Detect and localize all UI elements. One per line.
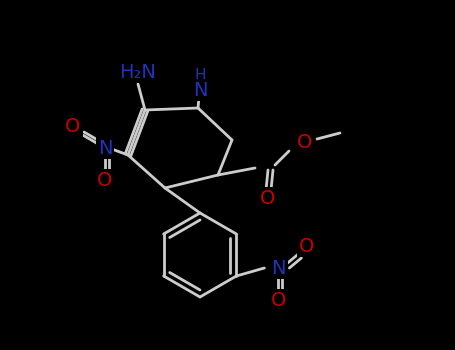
Text: N: N [193, 80, 207, 99]
Text: N: N [271, 259, 286, 278]
Text: H: H [194, 69, 206, 84]
Text: N: N [98, 139, 112, 158]
Text: H₂N: H₂N [120, 63, 157, 82]
Text: O: O [66, 117, 81, 135]
Text: O: O [298, 237, 314, 256]
Text: O: O [297, 133, 313, 153]
Text: O: O [260, 189, 276, 208]
Text: O: O [97, 170, 113, 189]
Text: O: O [271, 290, 286, 309]
